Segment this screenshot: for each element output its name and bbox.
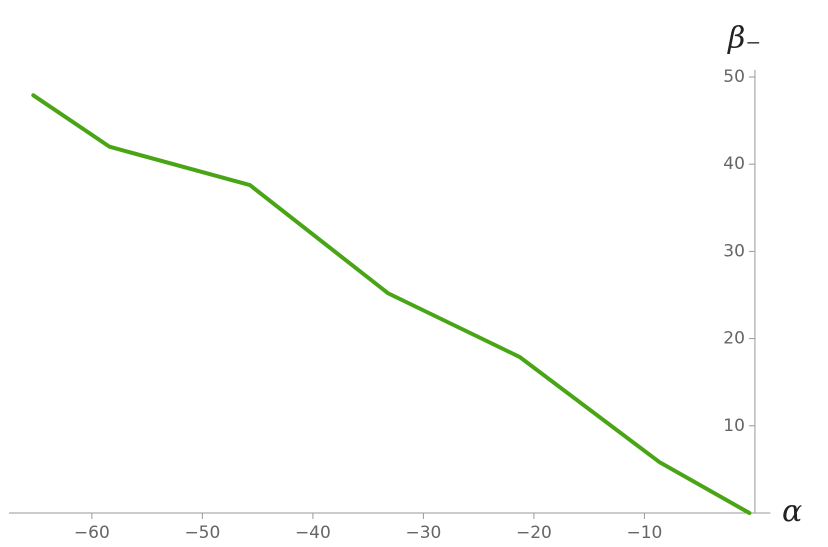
x-tick-label: −10	[626, 523, 662, 543]
x-tick-label: −20	[516, 523, 552, 543]
y-axis-label: β₋	[727, 21, 761, 56]
y-tick-label: 20	[723, 329, 745, 349]
x-tick-label: −60	[74, 523, 110, 543]
data-line	[31, 93, 752, 515]
y-tick-label: 40	[723, 154, 745, 174]
x-tick-label: −50	[184, 523, 220, 543]
x-axis-label: α	[782, 494, 802, 529]
x-tick-label: −40	[295, 523, 331, 543]
y-tick-label: 10	[723, 416, 745, 436]
y-tick-label: 50	[723, 67, 745, 87]
x-tick-label: −30	[405, 523, 441, 543]
y-tick-label: 30	[723, 241, 745, 261]
